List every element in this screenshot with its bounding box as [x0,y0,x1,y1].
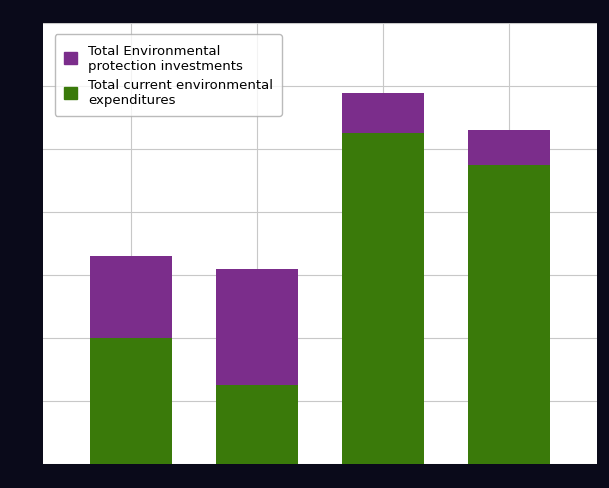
Bar [342,93,424,134]
Bar [216,385,298,464]
Bar [216,269,298,385]
Bar [468,131,549,165]
Bar [468,165,549,464]
Bar [90,338,172,464]
Bar [342,134,424,464]
Legend: Total Environmental
protection investments, Total current environmental
expendit: Total Environmental protection investmen… [55,35,282,116]
Bar [90,257,172,338]
